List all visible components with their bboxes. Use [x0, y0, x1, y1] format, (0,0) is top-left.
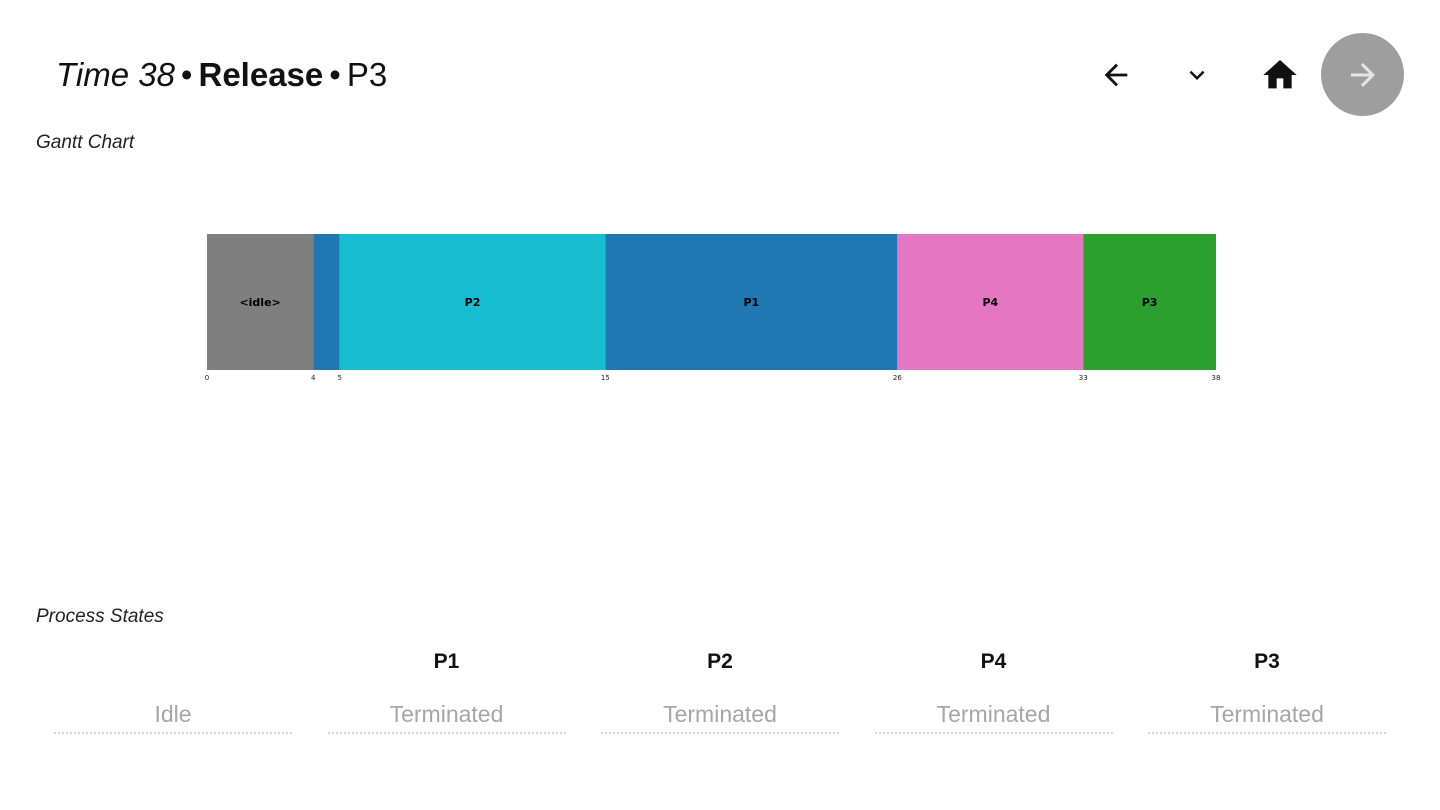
gantt-bar — [897, 234, 1084, 370]
gantt-bar-label: <idle> — [239, 296, 280, 309]
gantt-section-label: Gantt Chart — [36, 132, 135, 153]
arrow-left-icon — [1104, 63, 1128, 87]
gantt-bar-label: P1 — [743, 296, 759, 309]
process-states-label: Process States — [36, 606, 164, 627]
process-states-table: Idle P1 Terminated P2 Terminated P4 Terminated… — [54, 646, 1386, 746]
process-state-column: Idle — [54, 646, 292, 734]
title-separator-1: • — [180, 56, 193, 93]
page-title: Time 38 • Release • P3 — [56, 54, 387, 96]
gantt-tick-label: 4 — [311, 374, 316, 382]
gantt-chart: <idle> P2 P1 P4 P3 0 4 5 15 26 33 38 — [205, 234, 1221, 382]
gantt-tick-label: 33 — [1079, 374, 1088, 382]
process-label: P3 — [346, 56, 388, 93]
gantt-bar — [207, 234, 314, 370]
process-state-value: Terminated — [1148, 700, 1386, 734]
time-label: Time 38 — [56, 56, 175, 93]
process-state-value: Terminated — [327, 700, 566, 734]
process-state-column: P3 Terminated — [1148, 646, 1386, 734]
event-label: Release — [198, 56, 324, 93]
back-button[interactable] — [1090, 49, 1142, 101]
process-state-column: P1 Terminated — [327, 646, 566, 734]
gantt-bar-label: P4 — [982, 296, 998, 309]
chevron-down-icon — [1189, 70, 1205, 80]
gantt-bar-label: P3 — [1142, 296, 1158, 309]
gantt-tick-label: 15 — [601, 374, 610, 382]
gantt-bar — [339, 234, 606, 370]
process-name: P2 — [707, 650, 733, 673]
gantt-bar-label: P2 — [465, 296, 481, 309]
process-state-value: Terminated — [874, 700, 1113, 734]
process-state-column: P2 Terminated — [601, 646, 839, 734]
dropdown-button[interactable] — [1171, 49, 1223, 101]
arrow-right-icon — [1350, 62, 1375, 87]
process-name — [54, 646, 292, 678]
process-state-column: P4 Terminated — [874, 646, 1113, 734]
gantt-bar — [1083, 234, 1216, 370]
process-name: P3 — [1254, 650, 1280, 673]
title-separator-2: • — [329, 56, 341, 93]
process-name: P4 — [980, 650, 1007, 673]
home-icon — [1263, 60, 1297, 89]
gantt-bar — [313, 234, 340, 370]
home-button[interactable] — [1254, 49, 1306, 101]
gantt-tick-label: 26 — [893, 374, 902, 382]
gantt-tick-label: 0 — [205, 374, 209, 382]
process-state-value: Terminated — [601, 700, 839, 734]
next-button[interactable] — [1321, 33, 1404, 116]
process-name: P1 — [433, 650, 460, 673]
gantt-tick-label: 5 — [338, 374, 342, 382]
process-state-value: Idle — [54, 700, 292, 734]
gantt-tick-label: 38 — [1212, 374, 1221, 382]
gantt-bar — [605, 234, 898, 370]
